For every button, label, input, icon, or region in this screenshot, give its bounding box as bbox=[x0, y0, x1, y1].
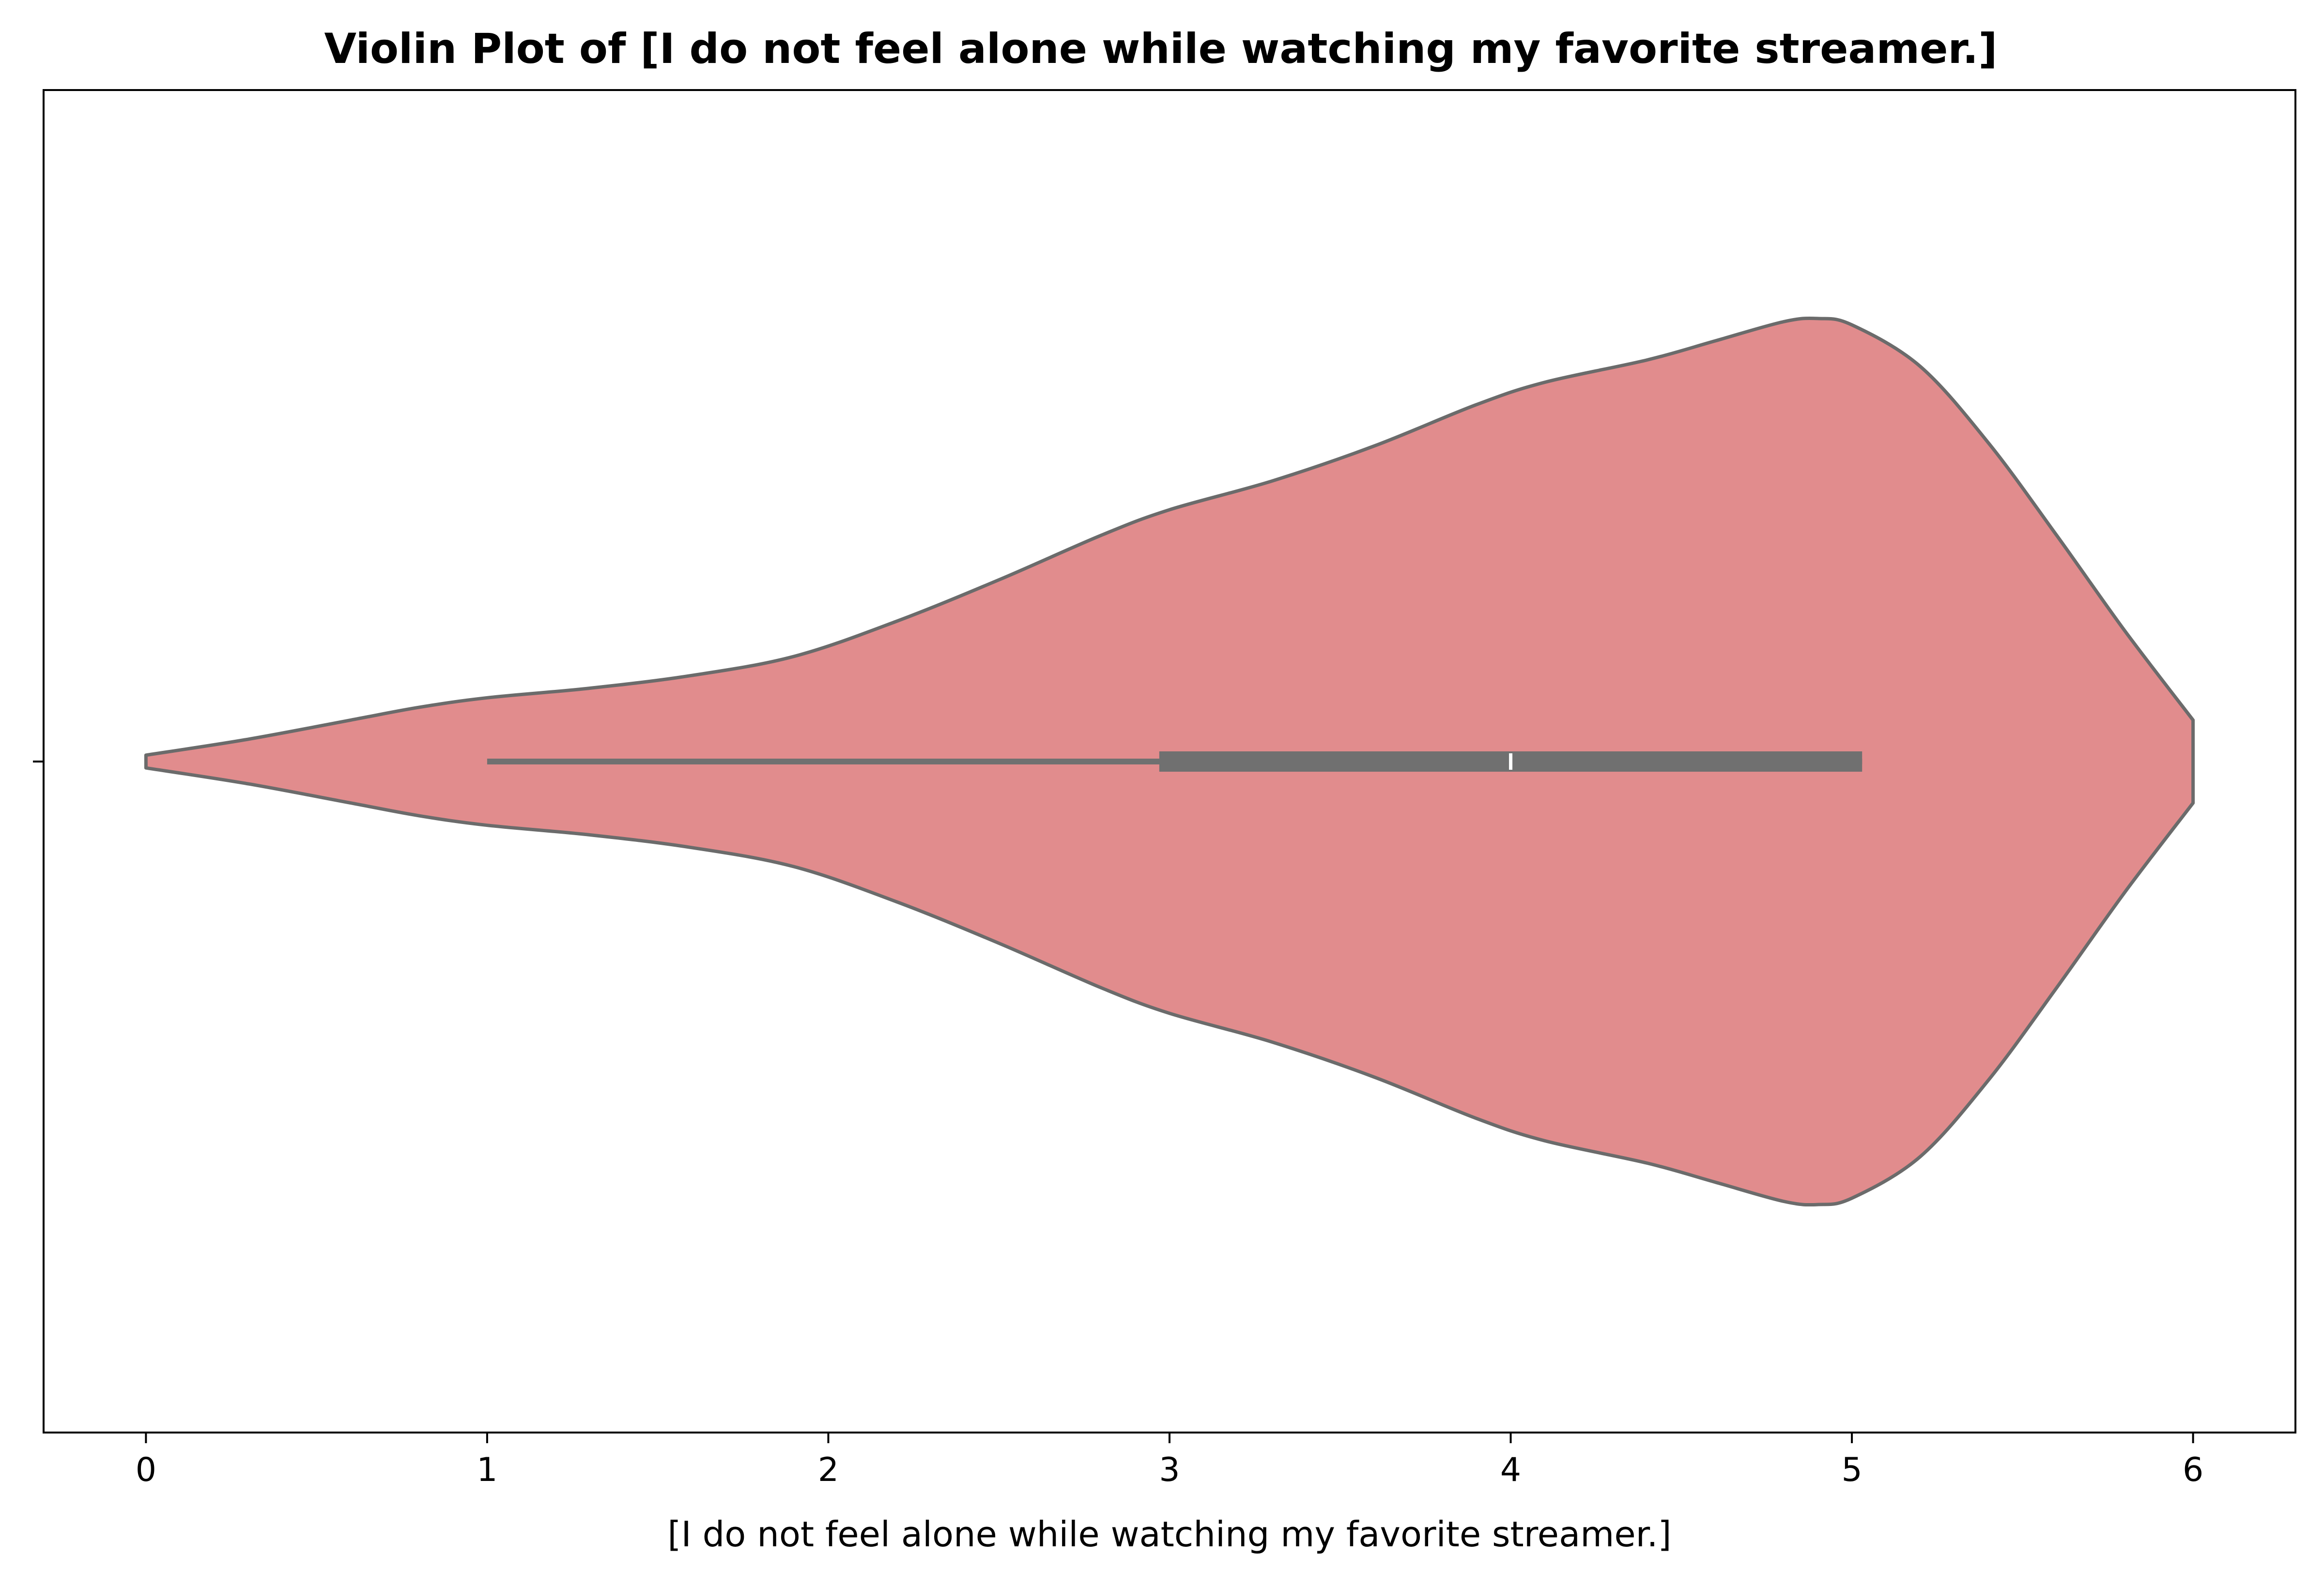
x-axis-label: [I do not feel alone while watching my f… bbox=[667, 1514, 1671, 1555]
x-tick-label: 0 bbox=[136, 1451, 156, 1489]
x-tick-label: 3 bbox=[1159, 1451, 1180, 1489]
chart-title: Violin Plot of [I do not feel alone whil… bbox=[324, 25, 1997, 73]
x-tick-label: 2 bbox=[818, 1451, 839, 1489]
x-axis-ticks: 0 1 2 3 4 5 6 bbox=[136, 1433, 2203, 1489]
x-tick-label: 6 bbox=[2183, 1451, 2203, 1489]
x-tick-label: 1 bbox=[477, 1451, 497, 1489]
plot-area bbox=[144, 316, 2195, 1207]
x-tick-label: 5 bbox=[1841, 1451, 1862, 1489]
x-tick-label: 4 bbox=[1500, 1451, 1521, 1489]
